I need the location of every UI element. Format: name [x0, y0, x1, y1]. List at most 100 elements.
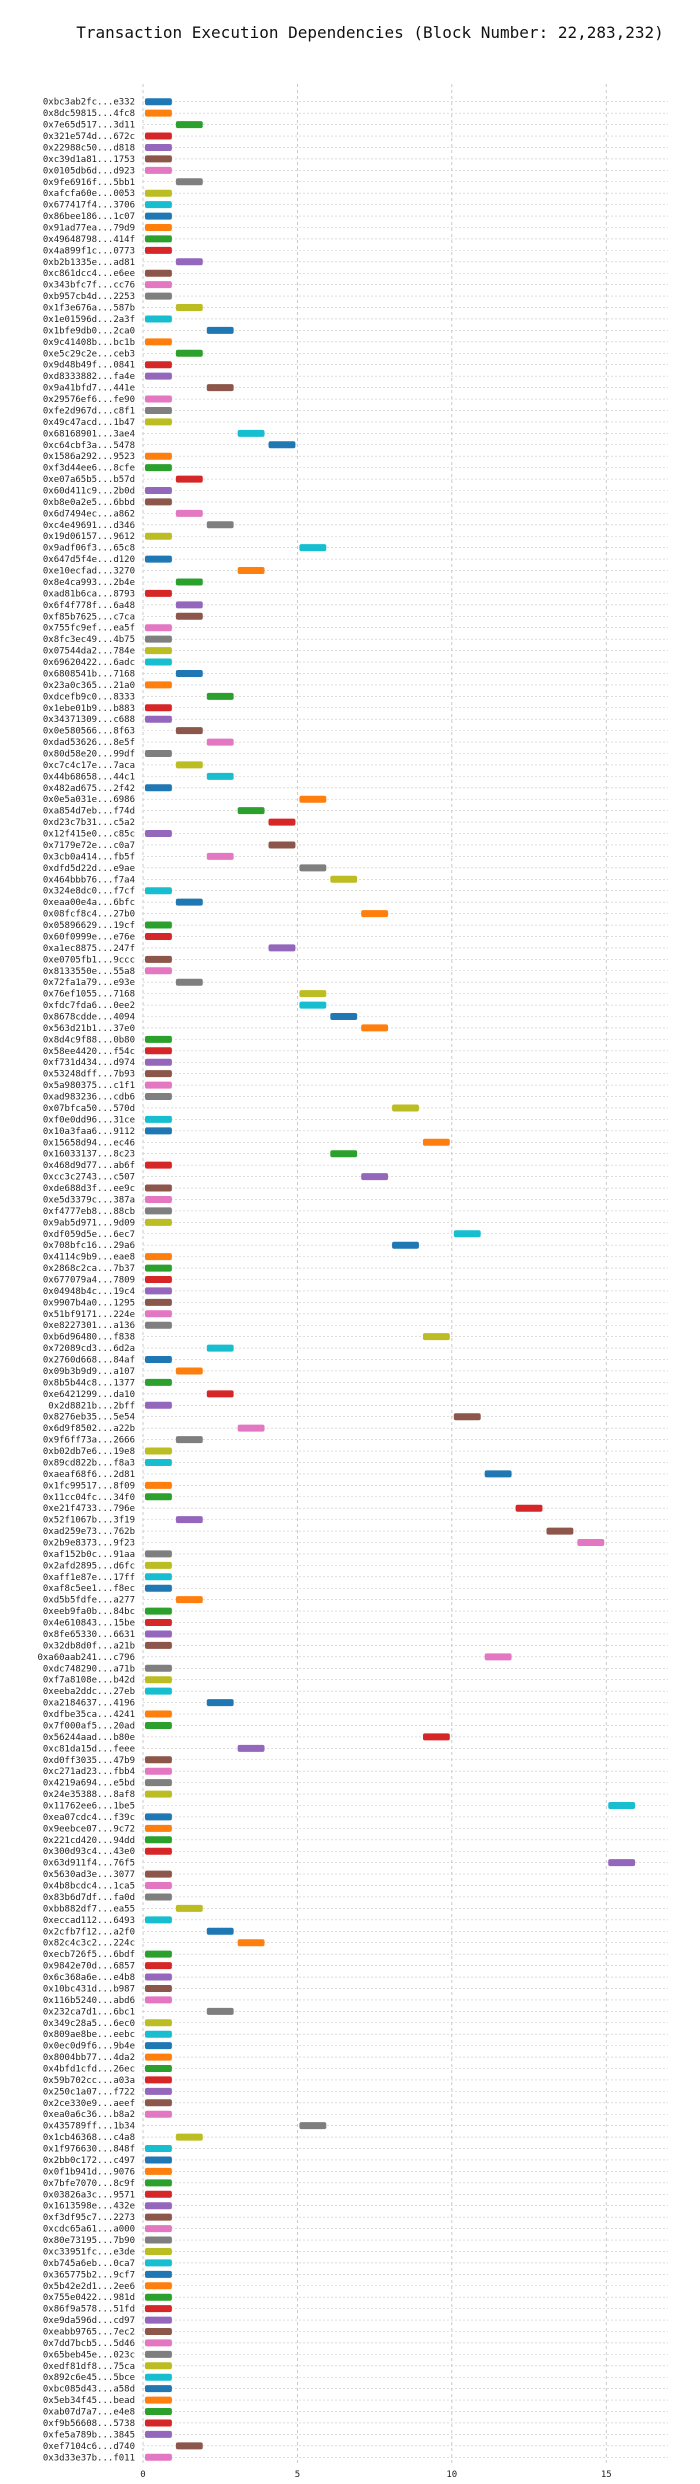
transaction-bar: [175, 761, 203, 769]
y-tick-label: 0xad259e73...762b: [43, 1527, 135, 1537]
transaction-bar: [206, 1344, 234, 1352]
transaction-bar: [330, 875, 358, 883]
y-tick-label: 0xd0ff3035...47b9: [43, 1756, 135, 1766]
y-tick-label: 0x0e580566...8f63: [43, 727, 135, 737]
transaction-bar: [175, 121, 203, 129]
transaction-bar: [175, 978, 203, 986]
transaction-bar: [145, 2030, 172, 2038]
transaction-bar: [145, 98, 172, 106]
transaction-bar: [145, 2259, 172, 2267]
y-tick-label: 0xa2184637...4196: [43, 1699, 135, 1709]
y-tick-label: 0xaf8c5ee1...f8ec: [43, 1584, 135, 1594]
transaction-bar: [145, 1813, 172, 1821]
transaction-bar: [145, 2430, 172, 2438]
transaction-bar: [145, 658, 172, 666]
transaction-bar: [145, 1847, 172, 1855]
transaction-bar: [145, 1161, 172, 1169]
transaction-bar: [145, 2076, 172, 2084]
y-tick-label: 0x1f3e676a...587b: [43, 304, 135, 314]
y-tick-label: 0x8d4c9f88...0b80: [43, 1035, 135, 1045]
y-tick-label: 0x03826a3c...9571: [43, 2190, 135, 2200]
transaction-bar: [145, 1950, 172, 1958]
transaction-bar: [422, 1733, 450, 1741]
y-tick-label: 0x11762ee6...1be5: [43, 1802, 135, 1812]
y-tick-label: 0xb957cb4d...2253: [43, 292, 135, 302]
transaction-bar: [145, 1276, 172, 1283]
transaction-bar: [361, 1024, 389, 1032]
y-tick-label: 0x300d93c4...43e0: [43, 1847, 135, 1857]
transaction-bar: [145, 2065, 172, 2072]
y-tick-label: 0x2bb0c172...c497: [43, 2156, 135, 2166]
y-tick-label: 0x51bf9171...224e: [43, 1310, 135, 1320]
transaction-bar: [145, 2179, 172, 2187]
y-tick-label: 0x9a41bfd7...441e: [43, 384, 135, 394]
transaction-bar: [145, 635, 172, 643]
transaction-bar: [145, 955, 172, 963]
transaction-bar: [145, 2373, 172, 2381]
transaction-bar: [145, 1790, 172, 1798]
transaction-bar: [145, 2270, 172, 2278]
y-tick-label: 0xc271ad23...fbb4: [43, 1767, 135, 1777]
transaction-bar: [206, 1390, 234, 1398]
transaction-bar: [422, 1333, 450, 1341]
y-tick-label: 0xeabb9765...7ec2: [43, 2328, 135, 2338]
transaction-bar: [145, 2019, 172, 2027]
y-tick-label: 0x1ebe01b9...b883: [43, 704, 135, 714]
y-tick-label: 0x07544da2...784e: [43, 647, 135, 657]
y-tick-label: 0x2b9e8373...9f23: [43, 1539, 135, 1549]
y-tick-label: 0xdc748290...a71b: [43, 1664, 135, 1674]
y-tick-label: 0xaeaf68f6...2d81: [43, 1470, 135, 1480]
y-tick-label: 0xea0a6c36...b8a2: [43, 2110, 135, 2120]
transaction-bar: [330, 1013, 358, 1020]
transaction-bar: [422, 1138, 450, 1146]
y-tick-label: 0x468d9d77...ab6f: [43, 1161, 135, 1171]
transaction-bar: [145, 1401, 172, 1409]
transaction-bar: [484, 1653, 512, 1661]
transaction-bar: [145, 1710, 172, 1718]
y-tick-label: 0xafcfa60e...0053: [43, 189, 135, 199]
y-tick-label: 0x4114c9b9...eae8: [43, 1253, 135, 1263]
transaction-bar: [175, 475, 203, 483]
y-tick-label: 0x809ae8be...eebc: [43, 2030, 135, 2040]
y-tick-label: 0x5b42e2d1...2ee6: [43, 2282, 135, 2292]
transaction-bar: [145, 704, 172, 712]
y-tick-label: 0x755e0422...981d: [43, 2293, 135, 2303]
y-tick-label: 0xdfbe35ca...4241: [43, 1710, 135, 1720]
transaction-bar: [145, 155, 172, 163]
transaction-bar: [484, 1470, 512, 1478]
y-tick-label: 0x10bc431d...b987: [43, 1984, 135, 1994]
transaction-bar: [206, 1927, 234, 1935]
y-tick-label: 0x23a0c365...21a0: [43, 681, 135, 691]
y-tick-label: 0x9d48b49f...0841: [43, 361, 135, 371]
transaction-bar: [145, 2053, 172, 2061]
transaction-bar: [145, 1676, 172, 1684]
transaction-bar: [145, 1573, 172, 1581]
y-tick-label: 0x1cb46368...c4a8: [43, 2133, 135, 2143]
transaction-bar: [145, 1356, 172, 1364]
transaction-bar: [145, 224, 172, 231]
transaction-bar: [145, 647, 172, 655]
y-tick-label: 0xaf152b0c...91aa: [43, 1550, 135, 1560]
y-tick-label: 0xc33951fc...e3de: [43, 2247, 135, 2257]
y-tick-label: 0x9fe6916f...5bb1: [43, 178, 135, 188]
x-tick-labels: 0 5 10 15: [140, 2470, 611, 2480]
transaction-bar: [145, 2362, 172, 2370]
y-tick-label: 0x6d7494ec...a862: [43, 509, 135, 519]
y-tick-label: 0x232ca7d1...6bc1: [43, 2007, 135, 2017]
transaction-bar: [145, 1882, 172, 1890]
y-tick-label: 0xdf059d5e...6ec7: [43, 1230, 135, 1240]
y-tick-label: 0x8276eb35...5e54: [43, 1413, 135, 1423]
transaction-bar: [268, 944, 296, 952]
transaction-bar: [175, 178, 203, 186]
transaction-bar: [145, 292, 172, 300]
y-tick-label: 0xc4e49691...d346: [43, 521, 135, 531]
y-tick-label: 0x708bfc16...29a6: [43, 1241, 135, 1251]
transaction-bar: [145, 2385, 172, 2393]
y-tick-label: 0x68168901...3ae4: [43, 429, 135, 439]
transaction-bar: [145, 132, 172, 140]
y-tick-label: 0xb745a6eb...0ca7: [43, 2259, 135, 2269]
y-tick-label: 0xb6d96480...f838: [43, 1333, 135, 1343]
y-tick-label: 0x6c368a6e...e4b8: [43, 1973, 135, 1983]
y-tick-label: 0xcc3c2743...c507: [43, 1173, 135, 1183]
